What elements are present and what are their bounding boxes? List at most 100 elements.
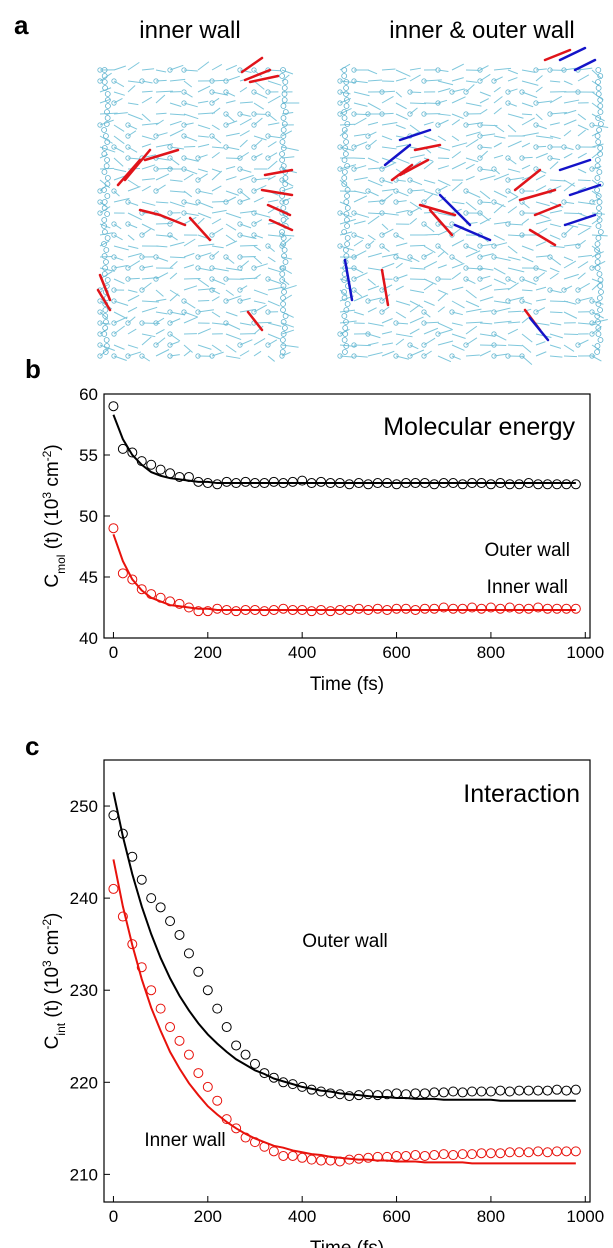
wall-atom [341, 67, 348, 73]
molecule [113, 223, 122, 230]
molecule [437, 322, 453, 330]
molecule [395, 209, 409, 214]
molecule [253, 337, 266, 346]
wall-atom [595, 139, 602, 145]
atom [223, 199, 229, 205]
molecule [549, 112, 567, 115]
atom [393, 353, 399, 359]
molecule [465, 300, 480, 308]
atom [547, 144, 553, 150]
molecule [155, 349, 170, 357]
molecule [507, 344, 523, 347]
data-point [165, 1022, 176, 1033]
molecule [367, 102, 381, 111]
molecule [211, 91, 229, 96]
y-tick-label: 40 [79, 629, 98, 648]
molecule [183, 252, 195, 258]
atom [139, 78, 145, 84]
data-point [108, 401, 119, 412]
data-point [561, 603, 572, 614]
wall-atom [282, 109, 289, 115]
molecule [423, 300, 435, 306]
x-tick-label: 0 [109, 1207, 118, 1226]
data-point [561, 479, 572, 490]
atom [407, 89, 413, 95]
data-point [117, 828, 128, 839]
molecule [423, 135, 437, 142]
molecule [211, 170, 223, 181]
data-point [542, 1147, 553, 1158]
y-axis-label-part: mol [54, 555, 68, 574]
atom [139, 320, 145, 326]
wall-atom [343, 253, 350, 259]
data-point [429, 1150, 440, 1161]
molecule [267, 199, 279, 203]
molecule [493, 307, 511, 313]
wall-atom [342, 151, 349, 157]
molecule [113, 245, 129, 251]
molecule [563, 273, 579, 280]
data-point [429, 479, 440, 490]
data-point [212, 1095, 223, 1106]
highlight-molecule [188, 216, 212, 242]
molecule [155, 90, 173, 93]
molecule [367, 234, 376, 241]
atom [209, 100, 215, 106]
atom [379, 111, 385, 117]
molecule [225, 223, 237, 231]
molecule [465, 163, 475, 170]
atom [477, 276, 483, 282]
highlight-molecule [563, 213, 597, 227]
data-point [297, 475, 308, 486]
atom [505, 221, 511, 227]
atom [337, 353, 343, 359]
atom [463, 89, 469, 95]
molecule [577, 124, 589, 131]
data-point [287, 476, 298, 487]
molecule [591, 251, 604, 258]
atom [533, 100, 539, 106]
panel-title: inner wall [139, 17, 240, 44]
wall-atom [596, 169, 603, 175]
molecule [211, 296, 220, 302]
data-point [231, 1123, 242, 1134]
atom [477, 210, 483, 216]
y-axis-label: Cint (t) (103 cm-2) [40, 913, 68, 1050]
atom [491, 78, 497, 84]
wall-atom [341, 109, 348, 115]
data-point [410, 1088, 421, 1099]
atom [237, 221, 243, 227]
molecule [225, 100, 236, 104]
wall-atom [101, 199, 108, 205]
molecule [479, 150, 489, 159]
atom [505, 89, 511, 95]
atom [181, 298, 187, 304]
molecule [423, 190, 438, 196]
atom [463, 188, 469, 194]
atom [139, 287, 145, 293]
data-point [551, 479, 562, 490]
molecule [577, 227, 591, 236]
molecule [451, 135, 460, 142]
wall-atom [594, 313, 601, 319]
atom [351, 232, 357, 238]
wall-atom [341, 127, 348, 133]
wall-atom [280, 283, 287, 289]
wall-atom [596, 217, 603, 223]
data-point [391, 1150, 402, 1161]
molecule [267, 175, 276, 181]
atom [111, 221, 117, 227]
molecule [183, 344, 193, 353]
wall-atom [343, 79, 350, 85]
atom [547, 67, 553, 73]
molecule [423, 233, 439, 236]
molecule [451, 272, 461, 280]
atom [463, 265, 469, 271]
molecule [493, 288, 510, 291]
y-tick-label: 250 [70, 797, 98, 816]
molecule [409, 124, 421, 134]
molecule [507, 282, 519, 291]
wall-atom [282, 175, 289, 181]
data-point [136, 962, 147, 973]
molecule [507, 196, 519, 203]
